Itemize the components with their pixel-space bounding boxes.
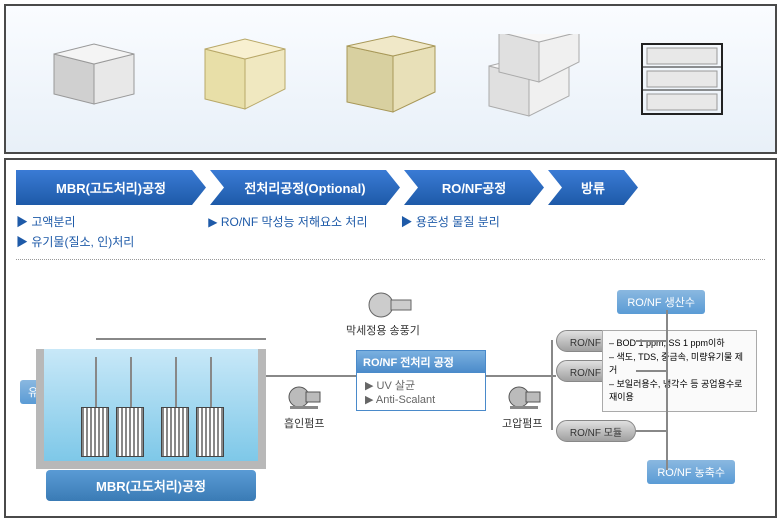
desc-item: ▶ 고액분리: [16, 213, 188, 230]
ronf-module: RO/NF 모듈: [556, 420, 636, 442]
module-3d-3: [335, 34, 445, 124]
top-modules-panel: [4, 4, 777, 154]
pipe: [486, 375, 556, 377]
pretreat-item: ▶ UV 살균: [365, 377, 477, 393]
mbr-membrane-unit: [116, 407, 144, 457]
pipe: [636, 340, 666, 342]
diagram-area: 유 입 MBR(고도처리)공정 막세정용 송풍기 흡인펌프 RO/NF 전처리: [16, 259, 765, 509]
pretreat-item: ▶ Anti-Scalant: [365, 393, 477, 406]
pipe: [95, 357, 97, 407]
spec-box: – BOD 1 ppm, SS 1 ppm이하 – 색도, TDS, 중금속, …: [602, 330, 757, 412]
desc-col-pretreat: ▶ RO/NF 막성능 저해요소 처리: [208, 213, 380, 253]
module-3d-5: [627, 34, 737, 124]
blower-icon: [366, 290, 416, 320]
high-pressure-pump-icon: [506, 380, 542, 410]
pipe: [636, 370, 666, 372]
mbr-membrane-unit: [81, 407, 109, 457]
step-ronf: RO/NF공정: [404, 170, 544, 205]
suction-pump-label: 흡인펌프: [284, 415, 324, 431]
pipe: [96, 338, 266, 340]
mbr-membrane-unit: [161, 407, 189, 457]
desc-item: ▶ RO/NF 막성능 저해요소 처리: [208, 213, 380, 230]
step-pretreatment: 전처리공정(Optional): [210, 170, 400, 205]
spec-line: – 색도, TDS, 중금속, 미량유기물 제거: [609, 351, 750, 378]
pretreatment-box: RO/NF 전처리 공정 ▶ UV 살균 ▶ Anti-Scalant: [356, 350, 486, 411]
blower-label: 막세정용 송풍기: [346, 322, 420, 338]
process-steps-row: MBR(고도처리)공정 전처리공정(Optional) RO/NF공정 방류: [16, 170, 765, 205]
permeate-output-tag: RO/NF 생산수: [617, 290, 705, 314]
desc-item: ▶ 유기물(질소, 인)처리: [16, 233, 188, 250]
pipe: [551, 340, 553, 430]
tank-label: MBR(고도처리)공정: [46, 470, 256, 501]
module-3d-1: [44, 34, 154, 124]
spec-line: – BOD 1 ppm, SS 1 ppm이하: [609, 337, 750, 351]
mbr-tank: [36, 349, 266, 469]
concentrate-output-tag: RO/NF 농축수: [647, 460, 735, 484]
step-mbr: MBR(고도처리)공정: [16, 170, 206, 205]
pretreatment-header: RO/NF 전처리 공정: [357, 351, 485, 373]
pipe: [130, 357, 132, 407]
module-3d-2: [190, 34, 300, 124]
process-flow-panel: MBR(고도처리)공정 전처리공정(Optional) RO/NF공정 방류 ▶…: [4, 158, 777, 518]
pipe: [666, 310, 668, 440]
step-descriptions-row: ▶ 고액분리 ▶ 유기물(질소, 인)처리 ▶ RO/NF 막성능 저해요소 처…: [16, 213, 765, 253]
pipe: [636, 430, 666, 432]
suction-pump-icon: [286, 380, 322, 410]
high-pressure-pump-label: 고압펌프: [502, 415, 542, 431]
desc-col-discharge: [593, 213, 765, 253]
spec-line: – 보일러용수, 냉각수 등 공업용수로 재이용: [609, 378, 750, 405]
pipe: [266, 375, 356, 377]
desc-col-mbr: ▶ 고액분리 ▶ 유기물(질소, 인)처리: [16, 213, 188, 253]
desc-item: ▶ 용존성 물질 분리: [401, 213, 573, 230]
tank-wall: [36, 349, 266, 469]
module-3d-4: [481, 34, 591, 124]
step-discharge: 방류: [548, 170, 638, 205]
pipe: [175, 357, 177, 407]
desc-col-ronf: ▶ 용존성 물질 분리: [401, 213, 573, 253]
pipe: [666, 430, 668, 470]
pretreatment-body: ▶ UV 살균 ▶ Anti-Scalant: [357, 373, 485, 410]
mbr-membrane-unit: [196, 407, 224, 457]
pipe: [210, 357, 212, 407]
